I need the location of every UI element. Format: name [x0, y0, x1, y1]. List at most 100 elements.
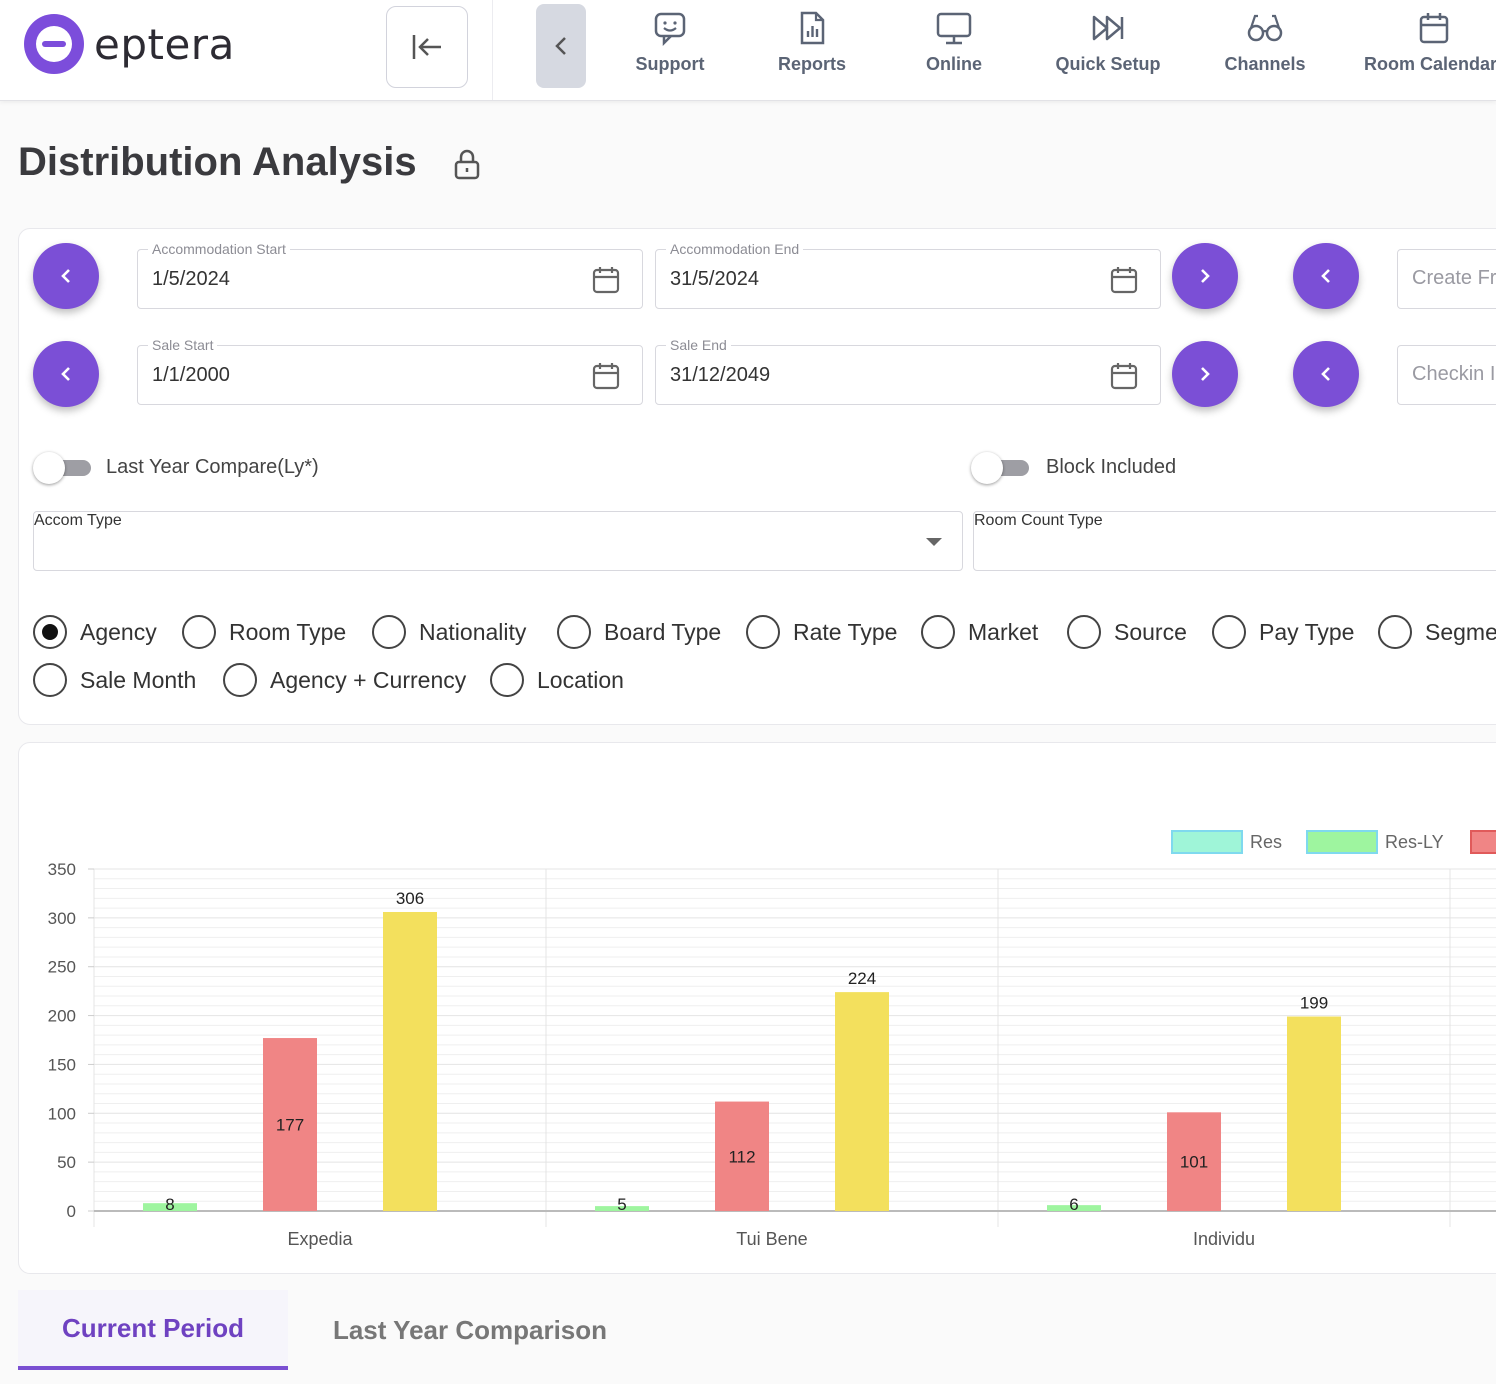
nav-channels[interactable]: Channels: [1222, 10, 1308, 90]
fast-forward-icon: [1092, 15, 1124, 41]
nav-quick-setup[interactable]: Quick Setup: [1052, 10, 1164, 90]
sale-end-field[interactable]: Sale End 31/12/2049: [655, 337, 1161, 405]
block-included-toggle[interactable]: [971, 451, 1031, 485]
radio-label: Market: [968, 618, 1039, 645]
y-tick-label: 250: [48, 958, 76, 977]
accommodation-end-field[interactable]: Accommodation End 31/5/2024: [655, 241, 1161, 309]
radio-location[interactable]: Location: [490, 663, 624, 697]
radio-segment[interactable]: Segme: [1378, 615, 1496, 649]
radio-dot: [182, 615, 216, 649]
field-value: 31/5/2024: [670, 268, 759, 290]
radio-pay-type[interactable]: Pay Type: [1212, 615, 1354, 649]
collapse-sidebar-button[interactable]: [386, 6, 468, 88]
accommodation-start-field[interactable]: Accommodation Start 1/5/2024: [137, 241, 643, 309]
page-title: Distribution Analysis: [18, 140, 417, 184]
field-placeholder: Checkin I: [1412, 363, 1496, 385]
support-chat-icon: [654, 12, 686, 46]
last-year-compare-toggle[interactable]: [33, 451, 93, 485]
calendar-icon[interactable]: [592, 266, 620, 294]
nav-reports[interactable]: Reports: [774, 10, 850, 90]
radio-market[interactable]: Market: [921, 615, 1038, 649]
sale-start-field[interactable]: Sale Start 1/1/2000: [137, 337, 643, 405]
filter-panel: Accommodation Start 1/5/2024 Accommodati…: [18, 228, 1496, 725]
bar: [1167, 1112, 1221, 1211]
radio-sale-month[interactable]: Sale Month: [33, 663, 196, 697]
y-tick-label: 150: [48, 1055, 76, 1074]
nav-label: Room Calendar: [1364, 54, 1496, 74]
bar: [383, 911, 437, 1211]
nav-room-calendar[interactable]: Room Calendar: [1364, 10, 1496, 90]
calendar-icon[interactable]: [1110, 266, 1138, 294]
field-label: Sale End: [666, 337, 731, 353]
bar-value-label: 199: [1300, 994, 1328, 1013]
room-count-type-select[interactable]: Room Count Type: [973, 511, 1496, 571]
nav-scroll-left-button[interactable]: [536, 4, 586, 88]
radio-label: Nationality: [419, 618, 527, 645]
checkin-prev-button[interactable]: [1293, 341, 1359, 407]
create-from-field[interactable]: Create Fr: [1397, 249, 1496, 309]
radio-agency-currency[interactable]: Agency + Currency: [223, 663, 466, 697]
calendar-icon[interactable]: [1110, 362, 1138, 390]
accom-next-button[interactable]: [1172, 243, 1238, 309]
legend-swatch: [1306, 830, 1378, 854]
tab-last-year-comparison[interactable]: Last Year Comparison: [332, 1314, 608, 1345]
sale-prev-button[interactable]: [33, 341, 99, 407]
tab-current-period[interactable]: Current Period: [18, 1290, 288, 1370]
bar-value-label: 101: [1180, 1153, 1208, 1172]
top-bar: eptera Support Reports Online Quick Setu…: [0, 0, 1496, 101]
radio-dot: [490, 663, 524, 697]
radio-dot: [33, 663, 67, 697]
lock-icon[interactable]: [452, 148, 482, 180]
radio-board-type[interactable]: Board Type: [557, 615, 721, 649]
calendar-icon: [1419, 13, 1449, 44]
radio-label: Pay Type: [1259, 618, 1355, 645]
sale-next-button[interactable]: [1172, 341, 1238, 407]
y-tick-label: 350: [48, 860, 76, 879]
bar: [1287, 1016, 1341, 1211]
radio-room-type[interactable]: Room Type: [182, 615, 346, 649]
nav-support[interactable]: Support: [632, 10, 708, 90]
legend-swatch: [1171, 830, 1243, 854]
legend-label: Res: [1250, 832, 1282, 852]
block-included-label: Block Included: [1046, 456, 1177, 478]
select-placeholder: Accom Type: [34, 512, 122, 529]
nav-label: Reports: [777, 54, 846, 74]
chevron-left-icon: [1321, 367, 1330, 381]
bar-value-label: 224: [848, 969, 876, 988]
nav-label: Channels: [1224, 54, 1306, 74]
toggle-knob: [33, 452, 65, 484]
x-tick-label: Expedia: [287, 1229, 353, 1249]
create-prev-button[interactable]: [1293, 243, 1359, 309]
calendar-icon[interactable]: [592, 362, 620, 390]
radio-dot: [1067, 615, 1101, 649]
chevron-left-icon: [555, 37, 566, 55]
monitor-icon: [936, 12, 972, 45]
radio-source[interactable]: Source: [1067, 615, 1187, 649]
checkin-field[interactable]: Checkin I: [1397, 345, 1496, 405]
distribution-bar-chart: 0 50 100 150 200 250 300 350 Expedia 8 177 306 Tui B…: [48, 830, 1496, 1249]
y-tick-label: 0: [67, 1202, 76, 1221]
chevron-right-icon: [1201, 269, 1210, 283]
bar: [835, 992, 889, 1211]
brand-logo[interactable]: eptera: [24, 14, 235, 74]
radio-label: Rate Type: [793, 618, 898, 645]
field-placeholder: Create Fr: [1412, 267, 1496, 289]
toggle-knob: [971, 452, 1003, 484]
chevron-right-icon: [1201, 367, 1210, 381]
y-tick-label: 50: [57, 1153, 76, 1172]
collapse-left-icon: [412, 35, 441, 59]
logo-mark-icon: [24, 14, 84, 74]
radio-label: Location: [537, 666, 624, 693]
nav-label: Online: [925, 54, 982, 74]
accom-type-select[interactable]: Accom Type: [33, 511, 963, 571]
radio-dot: [921, 615, 955, 649]
radio-nationality[interactable]: Nationality: [372, 615, 526, 649]
dropdown-arrow-icon: [926, 538, 942, 546]
radio-agency[interactable]: Agency: [33, 615, 157, 649]
accom-prev-button[interactable]: [33, 243, 99, 309]
radio-dot: [372, 615, 406, 649]
x-tick-label: Tui Bene: [736, 1229, 807, 1249]
nav-online[interactable]: Online: [922, 10, 986, 90]
radio-rate-type[interactable]: Rate Type: [746, 615, 897, 649]
radio-label: Room Type: [229, 618, 347, 645]
